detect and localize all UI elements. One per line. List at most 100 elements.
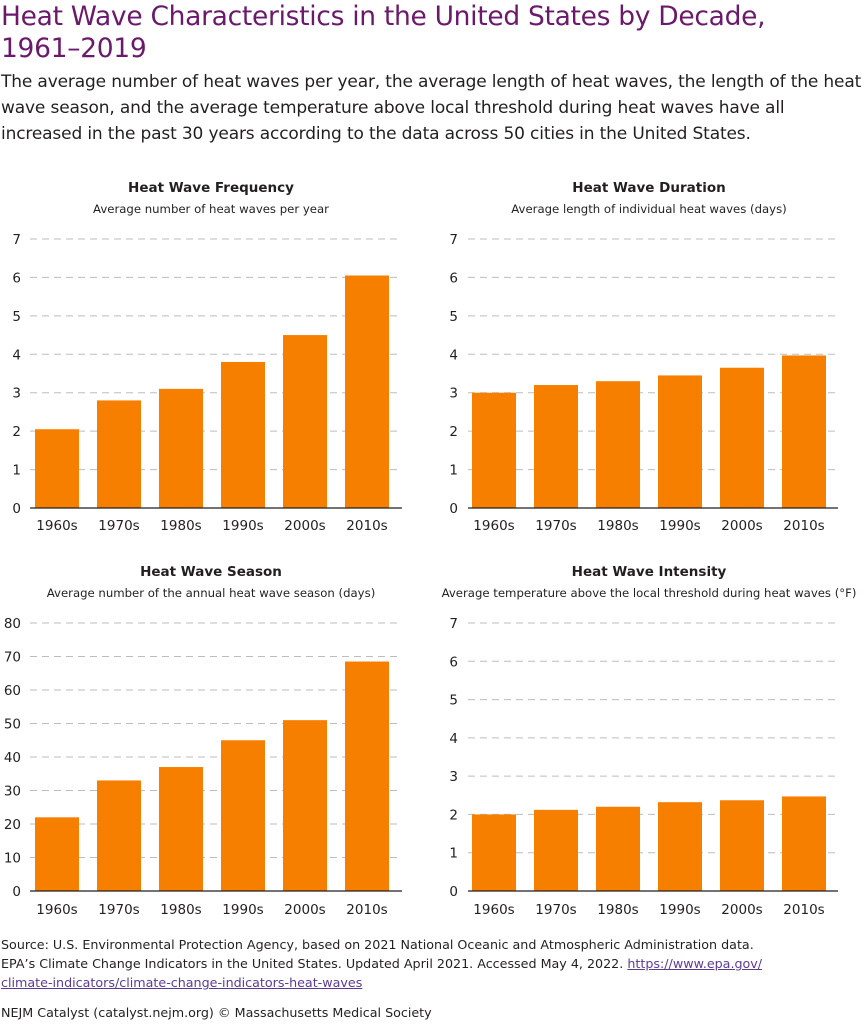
bar bbox=[658, 802, 702, 891]
bar bbox=[658, 375, 702, 508]
y-tick-label: 0 bbox=[12, 884, 21, 900]
x-tick-label: 1970s bbox=[98, 518, 139, 534]
x-tick-label: 2010s bbox=[346, 518, 387, 534]
y-tick-label: 4 bbox=[12, 347, 21, 363]
bar bbox=[35, 429, 79, 508]
credit-line: NEJM Catalyst (catalyst.nejm.org) © Mass… bbox=[1, 1005, 432, 1020]
y-tick-label: 6 bbox=[12, 270, 21, 286]
y-tick-label: 5 bbox=[449, 693, 458, 709]
bar bbox=[534, 385, 578, 508]
x-tick-label: 1970s bbox=[535, 518, 576, 534]
y-tick-label: 7 bbox=[449, 232, 458, 248]
x-tick-label: 1990s bbox=[659, 902, 700, 918]
bar bbox=[159, 767, 203, 891]
x-tick-label: 1990s bbox=[222, 902, 263, 918]
y-tick-label: 70 bbox=[4, 650, 21, 666]
x-tick-label: 1970s bbox=[535, 902, 576, 918]
x-tick-label: 2010s bbox=[783, 518, 824, 534]
chart-title: Heat Wave Frequency bbox=[128, 180, 294, 196]
bar bbox=[97, 780, 141, 891]
source-line-2: EPA’s Climate Change Indicators in the U… bbox=[1, 956, 624, 971]
y-tick-label: 60 bbox=[4, 683, 21, 699]
bar bbox=[283, 720, 327, 891]
chart-panel: Heat Wave Frequency Average number of hea… bbox=[12, 180, 402, 534]
chart-title: Heat Wave Duration bbox=[572, 180, 725, 196]
bar bbox=[159, 388, 203, 508]
page-subtitle: The average number of heat waves per yea… bbox=[1, 72, 862, 144]
bar bbox=[782, 796, 826, 891]
y-tick-label: 10 bbox=[4, 851, 21, 867]
bar bbox=[97, 400, 141, 508]
x-tick-label: 2010s bbox=[346, 902, 387, 918]
source-link-part-1[interactable]: https://www.epa.gov/ bbox=[627, 956, 763, 971]
chart-subtitle: Average number of the annual heat wave s… bbox=[47, 586, 376, 600]
x-tick-label: 1970s bbox=[98, 902, 139, 918]
source-note: Source: U.S. Environmental Protection Ag… bbox=[1, 935, 865, 992]
bar bbox=[534, 809, 578, 891]
y-tick-label: 6 bbox=[449, 654, 458, 670]
bar bbox=[283, 335, 327, 508]
x-tick-label: 1990s bbox=[659, 518, 700, 534]
x-tick-label: 2000s bbox=[721, 518, 762, 534]
y-tick-label: 4 bbox=[449, 347, 458, 363]
bar bbox=[472, 392, 516, 508]
x-tick-label: 1980s bbox=[597, 518, 638, 534]
bar bbox=[720, 367, 764, 508]
chart-grid: Heat Wave Frequency Average number of hea… bbox=[4, 180, 857, 918]
chart-subtitle: Average length of individual heat waves … bbox=[511, 202, 787, 216]
y-tick-label: 80 bbox=[4, 616, 21, 632]
y-tick-label: 1 bbox=[449, 846, 458, 862]
chart-subtitle: Average temperature above the local thre… bbox=[442, 586, 857, 600]
y-tick-label: 7 bbox=[449, 616, 458, 632]
y-tick-label: 7 bbox=[12, 232, 21, 248]
y-tick-label: 0 bbox=[449, 884, 458, 900]
page-title: Heat Wave Characteristics in the United … bbox=[1, 1, 861, 65]
y-tick-label: 2 bbox=[449, 424, 458, 440]
chart-title: Heat Wave Season bbox=[140, 564, 282, 580]
y-tick-label: 1 bbox=[12, 463, 21, 479]
bar bbox=[596, 806, 640, 891]
y-tick-label: 40 bbox=[4, 750, 21, 766]
chart-panel: Heat Wave Duration Average length of indi… bbox=[449, 180, 838, 534]
y-tick-label: 2 bbox=[12, 424, 21, 440]
chart-title: Heat Wave Intensity bbox=[572, 564, 727, 580]
x-tick-label: 1980s bbox=[160, 902, 201, 918]
y-tick-label: 6 bbox=[449, 270, 458, 286]
chart-panel: Heat Wave Intensity Average temperature a… bbox=[442, 564, 857, 918]
bar bbox=[472, 814, 516, 891]
bar bbox=[596, 381, 640, 508]
y-tick-label: 2 bbox=[449, 807, 458, 823]
title-line-1: Heat Wave Characteristics in the United … bbox=[1, 1, 766, 32]
x-tick-label: 1960s bbox=[473, 518, 514, 534]
bar bbox=[345, 275, 389, 508]
x-tick-label: 1960s bbox=[473, 902, 514, 918]
x-tick-label: 2010s bbox=[783, 902, 824, 918]
x-tick-label: 1960s bbox=[36, 902, 77, 918]
bar bbox=[720, 800, 764, 891]
source-link-part-2[interactable]: climate-indicators/climate-change-indica… bbox=[1, 975, 363, 990]
bar bbox=[221, 361, 265, 508]
source-line-1: Source: U.S. Environmental Protection Ag… bbox=[1, 937, 754, 952]
x-tick-label: 2000s bbox=[721, 902, 762, 918]
bar bbox=[782, 355, 826, 508]
y-tick-label: 1 bbox=[449, 463, 458, 479]
y-tick-label: 0 bbox=[12, 501, 21, 517]
bar bbox=[35, 817, 79, 891]
chart-subtitle: Average number of heat waves per year bbox=[93, 202, 329, 216]
x-tick-label: 1980s bbox=[160, 518, 201, 534]
x-tick-label: 1980s bbox=[597, 902, 638, 918]
x-tick-label: 2000s bbox=[284, 518, 325, 534]
title-line-2: 1961–2019 bbox=[1, 33, 147, 64]
x-tick-label: 1960s bbox=[36, 518, 77, 534]
x-tick-label: 1990s bbox=[222, 518, 263, 534]
bar bbox=[221, 740, 265, 891]
y-tick-label: 20 bbox=[4, 817, 21, 833]
y-tick-label: 4 bbox=[449, 731, 458, 747]
y-tick-label: 5 bbox=[449, 309, 458, 325]
y-tick-label: 3 bbox=[12, 386, 21, 402]
y-tick-label: 0 bbox=[449, 501, 458, 517]
bar bbox=[345, 661, 389, 891]
y-tick-label: 30 bbox=[4, 784, 21, 800]
y-tick-label: 50 bbox=[4, 717, 21, 733]
